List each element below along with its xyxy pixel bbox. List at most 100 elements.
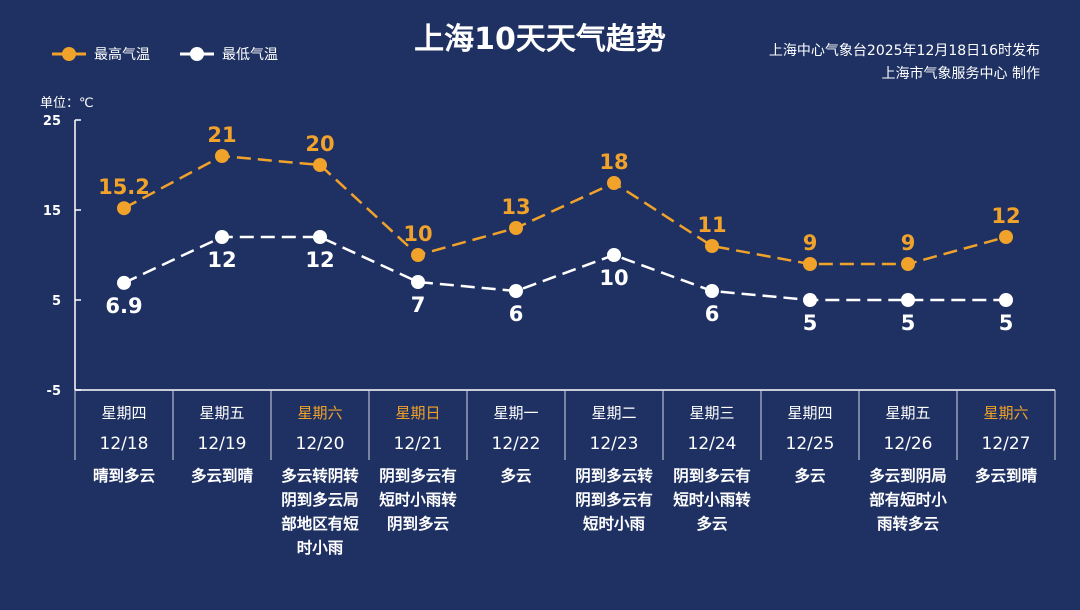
day-column: 星期五 12/19 多云到晴 [173,392,271,560]
high-temp-label: 12 [991,204,1020,228]
day-column: 星期四 12/18 晴到多云 [75,392,173,560]
high-temp-point [607,176,621,190]
y-tick-label: 25 [43,114,61,129]
weather-description: 多云 [500,467,532,485]
legend: 最高气温 最低气温 [52,44,278,64]
high-temp-point [215,149,229,163]
high-temp-line [123,154,1007,266]
low-temp-point [705,284,719,298]
weather-description: 阴到多云有短时小雨转多云 [673,467,751,533]
day-column: 星期二 12/23 阴到多云转阴到多云有短时小雨 [565,392,663,560]
unit-label: 单位：℃ [40,96,94,111]
weekday-label: 星期一 [493,404,539,422]
high-temp-label: 13 [501,195,530,219]
weather-description: 多云转阴转阴到多云局部地区有短时小雨 [281,467,359,557]
high-marker-icon [52,47,86,61]
low-temp-label: 5 [901,311,916,335]
weather-description: 多云到晴 [190,467,253,485]
weekday-label: 星期日 [395,404,441,422]
weekday-label: 星期五 [199,404,245,422]
weather-description: 晴到多云 [92,467,155,485]
legend-high: 最高气温 [52,44,150,64]
high-temp-label: 15.2 [98,175,150,199]
low-temp-label: 5 [999,311,1014,335]
weekday-label: 星期四 [787,404,833,422]
low-temp-label: 12 [305,248,334,272]
y-tick-label: 5 [52,294,61,309]
day-column: 星期六 12/27 多云到晴 [957,392,1055,560]
legend-low-label: 最低气温 [222,47,278,63]
y-tick-label: 15 [43,204,61,219]
date-label: 12/18 [99,434,149,454]
weather-description: 多云到晴 [974,467,1037,485]
chart-title: 上海10天天气趋势 [414,22,666,57]
high-temp-point [901,257,915,271]
date-label: 12/26 [883,434,933,454]
publish-time: 上海中心气象台2025年12月18日16时发布 [768,43,1040,59]
weekday-label: 星期六 [297,404,343,422]
low-temp-line [123,235,1006,302]
y-tick-label: -5 [47,384,61,399]
legend-high-label: 最高气温 [94,47,150,63]
low-temp-label: 6 [705,302,720,326]
date-label: 12/27 [981,434,1031,454]
date-label: 12/23 [589,434,639,454]
legend-low: 最低气温 [180,44,278,64]
high-temp-point [313,158,327,172]
weather-description: 多云到阴局部有短时小雨转多云 [869,467,947,533]
date-label: 12/22 [491,434,541,454]
high-temp-point [803,257,817,271]
weekday-label: 星期三 [689,404,735,422]
low-temp-label: 7 [411,293,426,317]
high-temp-point [999,230,1013,244]
weather-description: 阴到多云有短时小雨转阴到多云 [379,467,457,533]
high-temp-point [117,201,131,216]
low-temp-point [313,230,327,244]
low-marker-icon [180,47,214,61]
day-column: 星期五 12/26 多云到阴局部有短时小雨转多云 [859,392,957,560]
high-temp-label: 10 [403,222,432,246]
date-label: 12/25 [785,434,835,454]
low-temp-point [803,293,817,307]
high-temp-label: 20 [305,132,334,156]
low-temp-label: 10 [599,266,628,290]
high-temp-label: 11 [697,213,726,237]
day-column: 星期六 12/20 多云转阴转阴到多云局部地区有短时小雨 [271,392,369,560]
low-temp-point [999,293,1013,307]
low-temp-point [117,275,131,290]
low-temp-label: 12 [207,248,236,272]
day-column: 星期一 12/22 多云 [467,392,565,560]
high-temp-point [411,248,425,262]
high-temp-point [509,221,523,235]
low-temp-label: 6 [509,302,524,326]
low-temp-point [901,293,915,307]
low-temp-point [607,248,621,262]
day-column: 星期三 12/24 阴到多云有短时小雨转多云 [663,392,761,560]
day-column: 星期日 12/21 阴到多云有短时小雨转阴到多云 [369,392,467,560]
producer: 上海市气象服务中心 制作 [881,66,1040,82]
date-label: 12/20 [295,434,345,454]
day-column: 星期四 12/25 多云 [761,392,859,560]
low-temp-label: 5 [803,311,818,335]
high-temp-label: 9 [901,231,916,255]
weekday-label: 星期四 [101,404,147,422]
high-temp-point [705,239,719,253]
weekday-label: 星期五 [885,404,931,422]
high-temp-label: 9 [803,231,818,255]
day-columns: 星期四 12/18 晴到多云 星期五 12/19 多云到晴 星期六 12/20 多云转阴转阴到多… [75,392,1055,560]
low-temp-point [411,275,425,289]
date-label: 12/19 [197,434,247,454]
date-label: 12/24 [687,434,737,454]
low-temp-label: 6.9 [105,294,142,318]
low-temp-point [509,284,523,298]
weekday-label: 星期二 [591,404,637,422]
high-temp-label: 21 [207,123,236,147]
high-temp-label: 18 [599,150,628,174]
publisher-info: 上海中心气象台2025年12月18日16时发布 上海市气象服务中心 制作 [769,40,1040,86]
weather-description: 多云 [794,467,826,485]
date-label: 12/21 [393,434,443,454]
low-temp-point [215,230,229,244]
weather-description: 阴到多云转阴到多云有短时小雨 [575,467,653,533]
weekday-label: 星期六 [983,404,1029,422]
